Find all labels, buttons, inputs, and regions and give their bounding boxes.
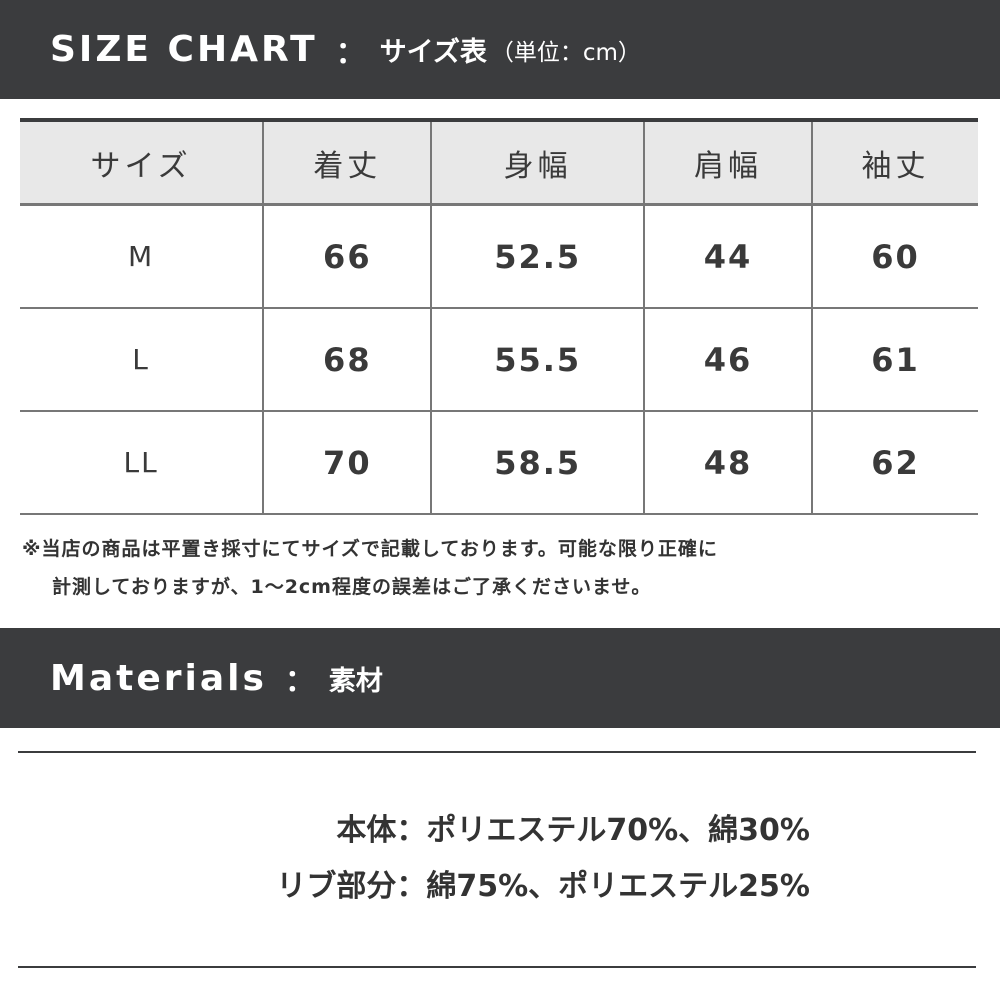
table-row: M 66 52.5 44 60 <box>20 204 978 309</box>
column-header: サイズ <box>90 148 192 184</box>
table-cell: L <box>20 308 264 412</box>
table-cell: 58.5 <box>430 411 644 515</box>
size-chart-header: SIZE CHART ： サイズ表 （単位：cm） <box>0 0 1000 99</box>
material-line: リブ部分：綿75%、ポリエステル25% <box>276 869 810 904</box>
title-separator: ： <box>335 35 366 71</box>
divider <box>18 751 976 753</box>
divider <box>18 966 976 968</box>
size-chart-unit: （単位：cm） <box>490 39 641 66</box>
column-header: 袖丈 <box>811 120 978 205</box>
column-header: 着丈 <box>262 120 432 205</box>
measurement-note: ※当店の商品は平置き採寸にてサイズで記載しております。可能な限り正確に 計測して… <box>22 530 718 606</box>
material-line: 本体：ポリエステル70%、綿30% <box>336 813 810 848</box>
materials-header: Materials ： 素材 <box>0 628 1000 728</box>
size-chart-title-en: SIZE CHART <box>50 29 318 70</box>
table-cell: 62 <box>811 411 978 515</box>
table-cell: 48 <box>642 411 813 515</box>
table-cell: 66 <box>262 204 432 309</box>
table-cell: 70 <box>262 411 432 515</box>
size-table: サイズ 着丈 身幅 肩幅 袖丈 M 66 52.5 44 60 L 68 55.… <box>20 118 978 515</box>
table-header-row: サイズ 着丈 身幅 肩幅 袖丈 <box>20 120 978 205</box>
table-cell: M <box>20 204 264 309</box>
table-cell: 55.5 <box>430 308 644 412</box>
table-cell: LL <box>20 411 264 515</box>
column-header: 身幅 <box>430 120 644 205</box>
note-line: ※当店の商品は平置き採寸にてサイズで記載しております。可能な限り正確に <box>22 538 718 560</box>
table-cell: 46 <box>642 308 813 412</box>
materials-title-jp: 素材 <box>328 665 383 697</box>
materials-list: 本体：ポリエステル70%、綿30% リブ部分：綿75%、ポリエステル25% <box>0 803 1000 915</box>
materials-title-en: Materials <box>50 657 267 699</box>
size-chart-title-jp: サイズ表 <box>379 37 487 68</box>
table-cell: 68 <box>262 308 432 412</box>
table-cell: 44 <box>642 204 813 309</box>
title-separator: ： <box>284 664 315 699</box>
table-cell: 61 <box>811 308 978 412</box>
table-row: L 68 55.5 46 61 <box>20 308 978 412</box>
column-header: 肩幅 <box>642 120 813 205</box>
note-line: 計測しておりますが、1～2cm程度の誤差はご了承くださいませ。 <box>52 576 652 598</box>
table-row: LL 70 58.5 48 62 <box>20 411 978 515</box>
table-cell: 52.5 <box>430 204 644 309</box>
table-cell: 60 <box>811 204 978 309</box>
